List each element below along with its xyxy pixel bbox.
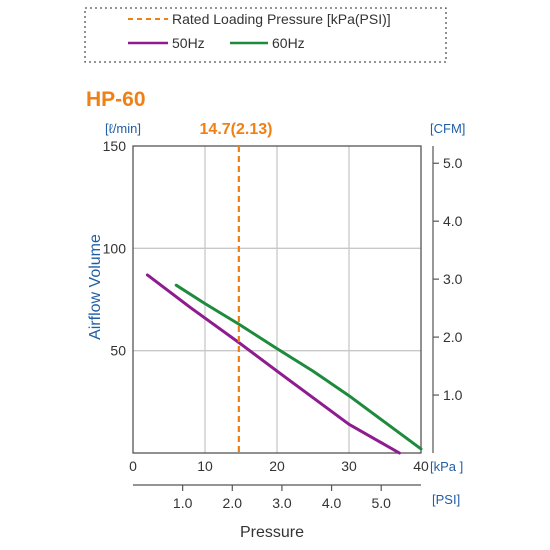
x-tick-label: 10 xyxy=(197,458,213,474)
y-unit-label: [ℓ/min] xyxy=(105,121,141,136)
chart-title: HP-60 xyxy=(86,88,146,111)
x-axis-title: Pressure xyxy=(240,524,304,541)
y2-unit-label: [CFM] xyxy=(430,121,465,136)
series-line-50hz xyxy=(145,273,401,455)
y-tick-label: 150 xyxy=(103,138,127,154)
x2-tick-label: 1.0 xyxy=(173,495,193,511)
y2-tick-label: 1.0 xyxy=(443,387,463,403)
y2-tick-label: 4.0 xyxy=(443,213,463,229)
y2-tick-label: 2.0 xyxy=(443,329,463,345)
y-tick-label: 50 xyxy=(110,343,126,359)
x2-unit-label: [PSI] xyxy=(432,492,460,507)
x-tick-label: 40 xyxy=(413,458,429,474)
x2-tick-label: 5.0 xyxy=(371,495,391,511)
series-line-60hz xyxy=(174,283,423,451)
legend: Rated Loading Pressure [kPa(PSI)] 50Hz 6… xyxy=(84,7,447,63)
legend-rated-label: Rated Loading Pressure [kPa(PSI)] xyxy=(172,11,391,27)
y-axis-title: Airflow Volume xyxy=(87,234,104,340)
plot-frame xyxy=(132,145,422,454)
legend-label-60hz: 60Hz xyxy=(272,35,305,51)
x-tick-label: 20 xyxy=(269,458,285,474)
rated-pressure-label: 14.7(2.13) xyxy=(200,121,273,138)
y2-tick-label: 5.0 xyxy=(443,155,463,171)
x2-tick-label: 4.0 xyxy=(322,495,342,511)
legend-box xyxy=(84,7,447,63)
y2-tick-label: 3.0 xyxy=(443,271,463,287)
x-unit-label: [kPa ] xyxy=(430,459,463,474)
x2-tick-label: 2.0 xyxy=(223,495,243,511)
x2-tick-label: 3.0 xyxy=(272,495,292,511)
legend-label-50hz: 50Hz xyxy=(172,35,205,51)
x-tick-label: 30 xyxy=(341,458,357,474)
x-tick-label: 0 xyxy=(129,458,137,474)
plot-area: 0 10 20 30 40 50 100 150 1.0 2.0 3.0 4.0 5.0 1.0 2.0 3.… xyxy=(103,138,463,511)
y-tick-label: 100 xyxy=(103,240,127,256)
